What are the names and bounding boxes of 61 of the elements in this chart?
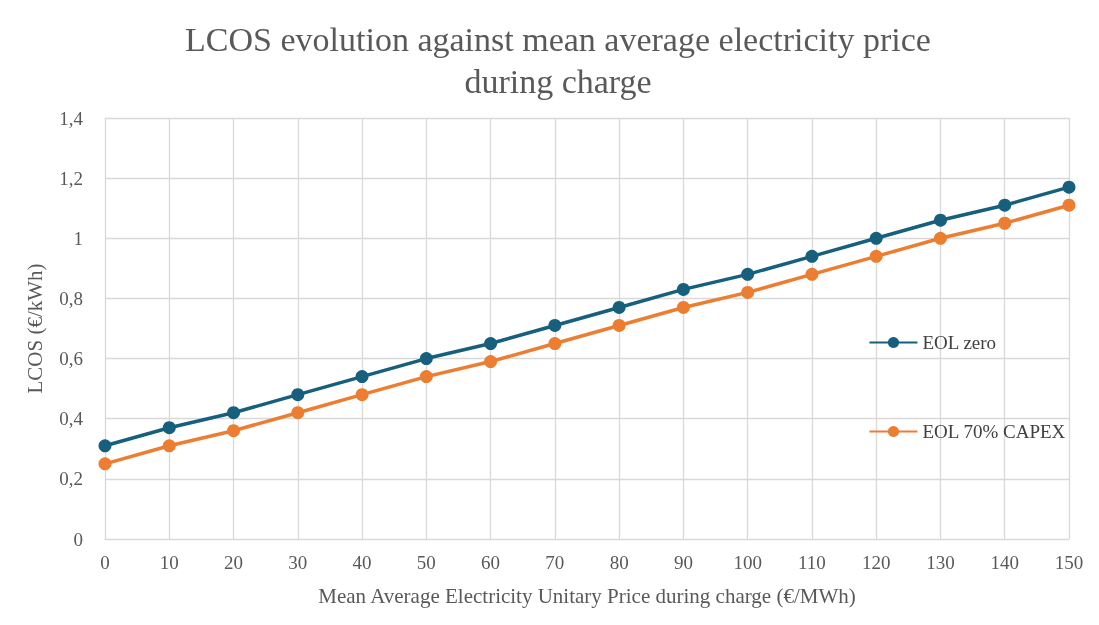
- x-tick-label: 30: [288, 552, 308, 573]
- point: [162, 439, 176, 453]
- x-tick-label: 40: [352, 552, 372, 573]
- x-tick-label: 50: [416, 552, 436, 573]
- y-axis-title: LCOS (€/kWh): [22, 263, 47, 394]
- point: [162, 421, 176, 435]
- point: [869, 249, 883, 263]
- point: [98, 457, 112, 471]
- x-tick-label: 140: [990, 552, 1019, 573]
- point: [676, 300, 690, 314]
- y-tick-label: 0,8: [59, 287, 83, 309]
- point: [1062, 198, 1076, 212]
- point: [676, 282, 690, 296]
- point: [291, 406, 305, 420]
- x-tick-label: 70: [545, 552, 565, 573]
- x-tick-label: 110: [798, 552, 826, 573]
- point: [805, 267, 819, 281]
- y-tick-label: 0,4: [59, 408, 84, 430]
- x-tick-label: 120: [861, 552, 891, 573]
- point: [741, 267, 755, 281]
- y-tick-label: 1,4: [59, 107, 84, 129]
- point: [355, 388, 369, 402]
- point: [998, 216, 1012, 230]
- point: [484, 355, 498, 369]
- x-tick-label: 90: [673, 552, 693, 573]
- x-tick-label: 0: [100, 552, 110, 573]
- y-tick-label: 0,2: [59, 468, 83, 490]
- point: [998, 198, 1012, 212]
- legend-label: EOL zero: [922, 332, 997, 353]
- chart-title: LCOS evolution against mean average electricity price during charge: [185, 20, 931, 100]
- y-tick-label: 1,2: [59, 167, 83, 189]
- point: [612, 319, 626, 332]
- x-tick-label: 100: [733, 552, 762, 573]
- x-tick-label: 150: [1054, 552, 1084, 573]
- point: [419, 370, 433, 384]
- point: [933, 231, 947, 245]
- point: [291, 388, 305, 402]
- y-tick-label: 1: [73, 227, 83, 249]
- legend-label: EOL 70% CAPEX: [922, 421, 1066, 442]
- x-tick-label: 60: [481, 552, 501, 573]
- point: [869, 231, 883, 245]
- x-axis-title: Mean Average Electricity Unitary Price during charge (€/MWh): [318, 583, 856, 608]
- y-tick-label: 0,6: [59, 348, 83, 370]
- point: [548, 337, 562, 351]
- point: [548, 319, 562, 332]
- point: [741, 285, 755, 299]
- x-tick-label: 80: [609, 552, 629, 573]
- point: [612, 300, 626, 314]
- point: [98, 439, 112, 453]
- point: [484, 337, 498, 351]
- x-tick-label: 20: [224, 552, 244, 573]
- x-tick-label: 130: [926, 552, 955, 573]
- point: [419, 352, 433, 366]
- point: [355, 370, 369, 384]
- point: [933, 213, 947, 227]
- y-tick-label: 0: [73, 528, 83, 550]
- point: [227, 406, 241, 420]
- x-tick-label: 10: [159, 552, 179, 573]
- point: [805, 249, 819, 263]
- point: [227, 424, 241, 438]
- point: [1062, 180, 1076, 194]
